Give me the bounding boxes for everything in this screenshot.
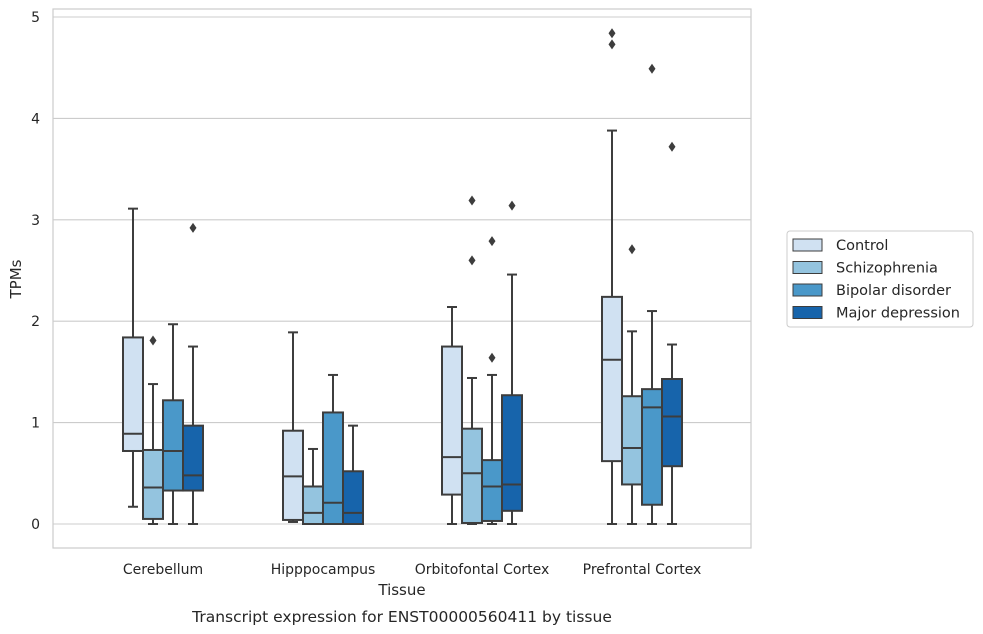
legend-label: Bipolar disorder — [836, 283, 951, 299]
box-iqr — [322, 411, 344, 525]
box-2-1 — [461, 195, 483, 525]
box-3-3 — [661, 141, 683, 525]
legend-label: Schizophrenia — [836, 261, 938, 277]
box-1-2 — [322, 373, 344, 525]
legend-frame — [786, 230, 974, 328]
outlier-point — [608, 39, 616, 50]
box-iqr — [481, 459, 503, 522]
box-3-2 — [641, 63, 663, 525]
chart-caption: Transcript expression for ENST0000056041… — [191, 608, 612, 626]
y-axis-title: TPMs — [7, 259, 25, 299]
box-iqr — [621, 395, 643, 486]
x-tick-label: Prefrontal Cortex — [583, 562, 702, 578]
box-0-3 — [182, 222, 204, 525]
legend-swatch — [792, 238, 823, 252]
box-3-0 — [601, 28, 623, 525]
outlier-point — [508, 200, 516, 211]
outlier-point — [628, 244, 636, 255]
y-tick-label: 4 — [31, 111, 40, 127]
outlier-point — [488, 236, 496, 247]
box-groups — [122, 28, 683, 526]
outlier-point — [189, 222, 197, 233]
x-tick-label: Hipppocampus — [271, 562, 376, 578]
x-tick-labels: Cerebellum Hipppocampus Orbitofontal Corte… — [123, 562, 701, 578]
box-iqr — [441, 345, 463, 496]
legend-swatch — [792, 283, 823, 297]
box-iqr — [501, 394, 523, 512]
box-1-0 — [282, 331, 304, 523]
y-tick-label: 5 — [31, 10, 40, 26]
box-iqr — [302, 485, 324, 525]
outlier-point — [668, 141, 676, 152]
outlier-point — [488, 352, 496, 363]
legend-label: Major depression — [836, 306, 960, 322]
outlier-point — [468, 195, 476, 206]
box-1-3 — [342, 424, 364, 526]
box-1-1 — [302, 447, 324, 525]
outlier-point — [648, 63, 656, 74]
y-tick-labels: 0 1 2 3 4 5 — [31, 10, 40, 533]
x-tick-label: Orbitofontal Cortex — [415, 562, 550, 578]
box-2-0 — [441, 306, 463, 525]
plot-frame — [52, 8, 752, 549]
y-tick-label: 3 — [31, 213, 40, 229]
box-iqr — [461, 427, 483, 524]
y-tick-label: 1 — [31, 416, 40, 432]
box-iqr — [182, 424, 204, 492]
box-iqr — [661, 377, 683, 468]
box-iqr — [122, 336, 144, 452]
box-iqr — [282, 429, 304, 521]
legend-label: Control — [836, 238, 888, 254]
outlier-point — [608, 28, 616, 39]
x-axis-title: Tissue — [377, 581, 425, 599]
box-iqr — [601, 295, 623, 463]
legend-swatch — [792, 261, 823, 274]
legend: Control Schizophrenia Bipolar disorder Majo… — [786, 230, 974, 328]
legend-swatch — [792, 306, 823, 319]
box-iqr — [142, 448, 164, 520]
outlier-point — [149, 335, 157, 346]
box-iqr — [342, 470, 364, 526]
x-tick-label: Cerebellum — [123, 562, 203, 578]
y-tick-label: 2 — [31, 314, 40, 330]
box-2-2 — [481, 236, 503, 525]
y-tick-label: 0 — [31, 517, 40, 533]
outlier-point — [468, 255, 476, 266]
box-iqr — [162, 399, 184, 492]
box-2-3 — [501, 200, 523, 525]
box-0-0 — [122, 207, 144, 508]
